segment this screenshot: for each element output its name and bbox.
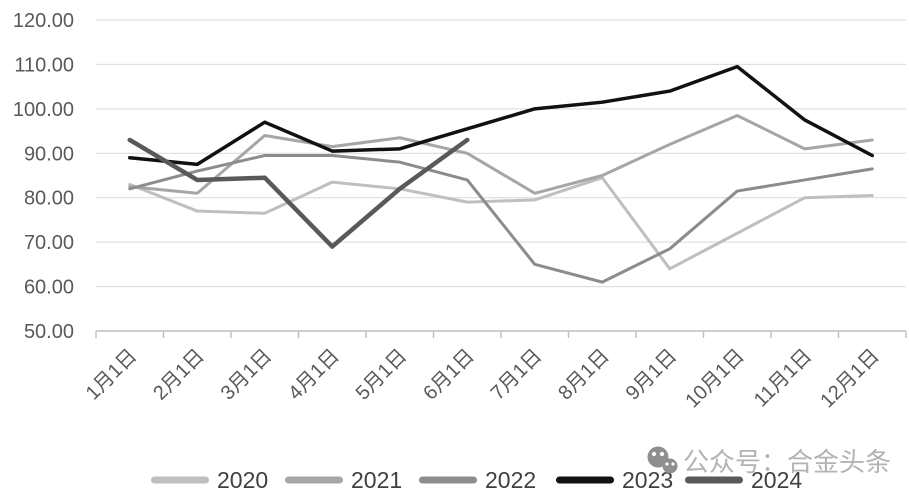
series-line-2021 <box>128 114 874 195</box>
x-axis-tick-label: 6月1日 <box>419 345 479 405</box>
wechat-bubble-eye-icon <box>651 451 657 457</box>
series-line-2024 <box>127 137 470 249</box>
x-axis-tick-label: 7月1日 <box>487 345 547 405</box>
series-line-2020 <box>128 176 874 271</box>
series-line-2023 <box>128 64 874 167</box>
legend-swatch-2021 <box>285 476 343 484</box>
y-axis-tick-label: 120.00 <box>13 10 74 32</box>
x-axis-tick-label: 10月1日 <box>681 345 748 412</box>
wechat-bubble-small-icon <box>662 458 678 474</box>
legend-label-2022: 2022 <box>485 467 536 493</box>
legend-label-2020: 2020 <box>217 467 268 493</box>
legend-swatch-2020 <box>151 476 209 484</box>
y-axis-tick-label: 90.00 <box>24 143 74 165</box>
x-axis-tick-label: 11月1日 <box>750 345 816 411</box>
wechat-bubble-large-icon <box>647 446 669 468</box>
legend-swatch-2024 <box>685 476 743 484</box>
y-axis-tick-label: 80.00 <box>24 188 74 210</box>
x-axis-tick-label: 9月1日 <box>622 345 682 405</box>
wechat-bubble-eye-icon <box>659 451 665 457</box>
y-axis-tick-label: 100.00 <box>13 99 74 121</box>
y-axis-tick-label: 110.00 <box>14 54 74 76</box>
legend-swatch-2022 <box>419 476 477 484</box>
series-line-2022 <box>128 154 874 284</box>
legend-label-2021: 2021 <box>351 467 402 493</box>
y-axis-tick-label: 60.00 <box>24 277 74 299</box>
x-axis-tick-label: 4月1日 <box>284 345 344 405</box>
legend-label-2024: 2024 <box>751 467 802 493</box>
x-axis-tick-label: 3月1日 <box>217 345 277 405</box>
wechat-bubble-eye-icon <box>671 462 675 466</box>
wechat-bubble-eye-icon <box>665 462 669 466</box>
x-axis-tick-label: 1月1日 <box>82 345 142 405</box>
x-axis-tick-label: 8月1日 <box>554 345 614 405</box>
x-axis-tick-label: 5月1日 <box>352 345 412 405</box>
legend-label-2023: 2023 <box>622 467 673 493</box>
y-axis-tick-label: 70.00 <box>24 232 74 254</box>
watermark-text: 公众号：合金头条 <box>683 447 891 477</box>
x-axis-tick-label: 2月1日 <box>149 345 209 405</box>
x-axis-tick-label: 12月1日 <box>816 345 883 412</box>
y-axis-tick-label: 50.00 <box>24 321 74 343</box>
legend-swatch-2023 <box>556 476 614 484</box>
